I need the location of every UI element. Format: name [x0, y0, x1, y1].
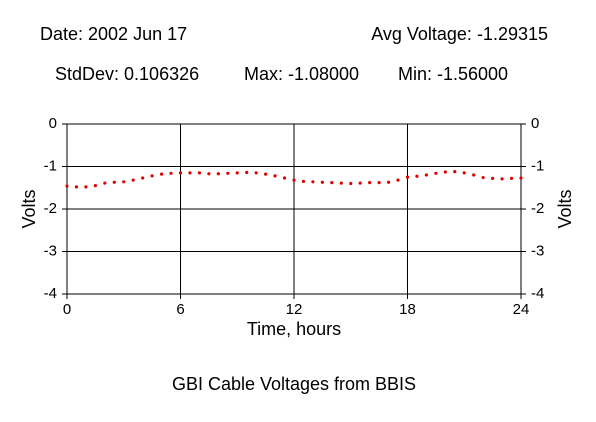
data-point: [282, 176, 287, 180]
data-point: [188, 171, 192, 175]
y-tick-label: -3: [44, 242, 57, 259]
y2-tick-label: -4: [531, 285, 544, 302]
y-tick-label: 0: [49, 115, 57, 132]
data-point: [434, 171, 438, 175]
data-point: [207, 172, 211, 176]
data-point: [500, 177, 504, 181]
data-point: [169, 171, 173, 175]
data-point: [386, 180, 391, 184]
data-point: [264, 172, 268, 176]
data-point: [216, 172, 220, 176]
data-point: [320, 180, 324, 184]
data-point: [358, 181, 362, 185]
y2-axis-label: Volts: [555, 189, 575, 228]
data-point: [519, 176, 523, 180]
data-point: [424, 173, 429, 177]
data-point: [131, 178, 135, 182]
annotation: Min: -1.56000: [398, 64, 508, 84]
annotation: StdDev: 0.106326: [55, 64, 199, 84]
data-point: [141, 176, 145, 180]
data-point: [122, 180, 126, 184]
data-point: [273, 174, 277, 178]
data-point: [84, 185, 88, 189]
data-point: [509, 176, 514, 180]
data-point: [93, 184, 97, 188]
x-tick-label: 18: [399, 301, 416, 318]
data-point: [301, 179, 306, 183]
data-point: [197, 171, 202, 175]
data-point: [405, 175, 410, 179]
chart-title: GBI Cable Voltages from BBIS: [172, 374, 416, 394]
x-tick-label: 24: [513, 301, 530, 318]
data-point: [159, 172, 164, 176]
y-axis-label: Volts: [19, 189, 39, 228]
annotation: Date: 2002 Jun 17: [40, 24, 187, 44]
x-tick-label: 0: [63, 301, 71, 318]
y2-tick-label: -2: [531, 200, 544, 217]
annotation: Avg Voltage: -1.29315: [371, 24, 548, 44]
data-point: [235, 171, 239, 175]
data-point: [481, 175, 485, 180]
data-point: [396, 178, 400, 182]
data-point: [245, 170, 249, 175]
data-point: [103, 181, 107, 185]
y-tick-label: -4: [44, 285, 57, 302]
annotation: Max: -1.08000: [244, 64, 359, 84]
x-axis-label: Time, hours: [247, 319, 341, 339]
x-tick-label: 6: [176, 301, 184, 318]
data-point: [254, 171, 258, 175]
data-point: [377, 181, 381, 185]
data-point: [462, 171, 466, 175]
data-point: [226, 171, 230, 175]
data-point: [65, 184, 69, 188]
y2-tick-label: -3: [531, 242, 544, 259]
data-point: [491, 176, 495, 180]
y-tick-label: -2: [44, 200, 57, 217]
data-point: [112, 180, 116, 184]
data-point: [311, 180, 315, 184]
y-tick-label: -1: [44, 157, 57, 174]
x-tick-label: 12: [286, 301, 303, 318]
data-point: [472, 173, 476, 177]
data-point: [443, 170, 447, 174]
data-point: [349, 181, 353, 186]
data-point: [330, 181, 334, 185]
data-point: [74, 185, 79, 189]
data-point: [178, 171, 183, 175]
data-point: [453, 170, 457, 174]
data-point: [150, 174, 154, 178]
data-point: [415, 174, 419, 178]
data-point: [339, 181, 343, 185]
y2-tick-label: 0: [531, 115, 539, 132]
y2-tick-label: -1: [531, 157, 544, 174]
data-point: [292, 178, 296, 182]
data-point: [368, 181, 372, 185]
